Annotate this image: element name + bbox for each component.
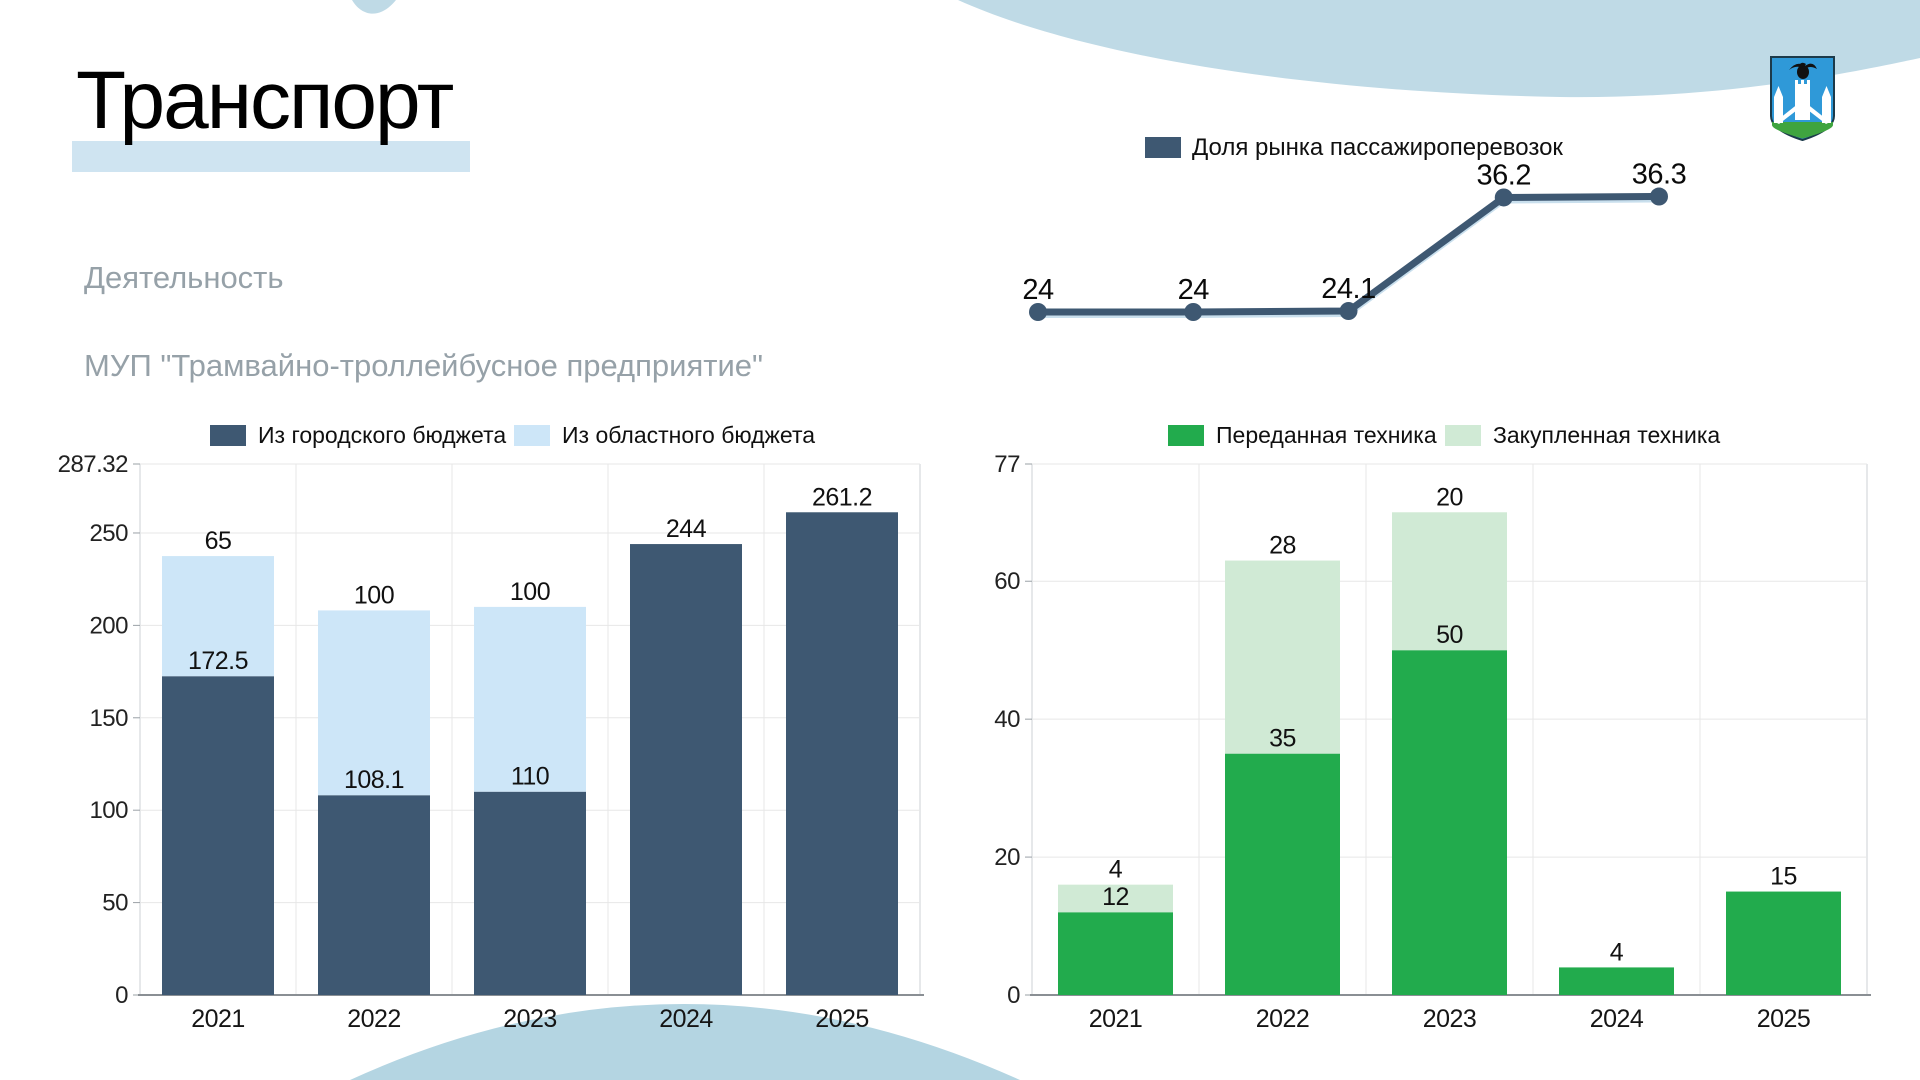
y-tick-label: 250	[89, 520, 128, 547]
data-point	[1184, 303, 1203, 321]
x-category-label: 2022	[1256, 1005, 1310, 1033]
data-point	[1650, 187, 1668, 206]
bar-value-label: 65	[205, 527, 232, 555]
y-tick-label: 100	[89, 797, 128, 824]
x-category-label: 2021	[1089, 1005, 1143, 1033]
point-value-label: 24	[1178, 274, 1210, 306]
x-category-label: 2021	[191, 1005, 245, 1033]
bar-segment	[474, 791, 586, 995]
legend-label: Закупленная техника	[1493, 422, 1720, 448]
point-value-label: 36.2	[1477, 159, 1531, 191]
bar-segment	[1058, 912, 1173, 995]
point-value-label: 24	[1022, 274, 1054, 306]
subtitle-line-2: МУП "Трамвайно-троллейбусное предприятие…	[84, 348, 764, 383]
legend-swatch	[1445, 425, 1481, 446]
page-subtitle: Деятельность МУП "Трамвайно-троллейбусно…	[84, 256, 763, 388]
bar-value-label: 28	[1269, 532, 1296, 560]
x-category-label: 2025	[1757, 1005, 1811, 1033]
bar-segment	[318, 795, 430, 995]
bar-value-label: 4	[1610, 938, 1624, 966]
bar-segment	[1392, 650, 1507, 995]
point-value-label: 24.1	[1321, 273, 1375, 305]
x-category-label: 2024	[1590, 1005, 1644, 1033]
top-right-wave	[958, 0, 1920, 98]
bottom-wave	[350, 1004, 1020, 1080]
bar-segment	[318, 610, 430, 796]
x-category-label: 2023	[503, 1005, 557, 1033]
legend-label: Из областного бюджета	[562, 422, 815, 448]
data-point	[1029, 303, 1047, 321]
data-point	[1494, 188, 1513, 207]
bar-value-label: 35	[1269, 725, 1296, 753]
bar-segment	[1726, 891, 1841, 995]
x-category-label: 2023	[1423, 1005, 1477, 1033]
x-category-label: 2024	[659, 1005, 713, 1033]
y-tick-label: 40	[994, 706, 1020, 733]
bar-segment	[162, 676, 274, 995]
bar-value-label: 50	[1436, 621, 1463, 649]
bar-value-label: 20	[1436, 483, 1463, 511]
data-point	[1339, 302, 1358, 321]
top-left-wave	[352, 0, 396, 14]
subtitle-line-1: Деятельность	[84, 260, 284, 295]
y-tick-label: 287.32	[58, 451, 129, 478]
legend-label: Из городского бюджета	[258, 422, 506, 448]
bar-value-label: 110	[511, 763, 549, 791]
y-tick-label: 20	[994, 844, 1020, 871]
bar-segment	[1058, 884, 1173, 913]
bar-value-label: 261.2	[812, 483, 872, 511]
bar-segment	[630, 544, 742, 995]
y-tick-label: 60	[994, 568, 1020, 595]
page-title: Транспорт	[76, 55, 454, 146]
bar-segment	[1225, 753, 1340, 995]
bar-value-label: 15	[1770, 863, 1797, 891]
y-tick-label: 0	[1007, 982, 1020, 1009]
y-tick-label: 150	[89, 705, 128, 732]
legend-label: Доля рынка пассажироперевозок	[1192, 134, 1563, 161]
y-tick-label: 77	[994, 451, 1020, 478]
bar-segment	[162, 556, 274, 677]
x-category-label: 2025	[815, 1005, 869, 1033]
legend-swatch	[1145, 137, 1181, 158]
bar-segment	[474, 606, 586, 792]
bar-segment	[1392, 512, 1507, 651]
bar-value-label: 100	[510, 578, 550, 606]
title-highlight	[72, 141, 470, 172]
bar-value-label: 244	[666, 515, 707, 543]
y-tick-label: 0	[115, 982, 128, 1009]
legend-swatch	[514, 425, 550, 446]
legend-swatch	[210, 425, 246, 446]
bar-segment	[1225, 560, 1340, 754]
bar-value-label: 108.1	[344, 766, 404, 794]
y-tick-label: 200	[89, 612, 128, 639]
bar-value-label: 100	[354, 581, 394, 609]
point-value-label: 36.3	[1632, 159, 1686, 191]
legend-label: Переданная техника	[1216, 422, 1437, 448]
bar-value-label: 12	[1102, 883, 1129, 911]
oryol-coat-of-arms-icon	[1770, 56, 1835, 141]
y-tick-label: 50	[102, 890, 128, 917]
x-category-label: 2022	[347, 1005, 401, 1033]
bar-segment	[1559, 967, 1674, 995]
bar-value-label: 172.5	[188, 647, 248, 675]
bar-segment	[786, 512, 898, 995]
bar-value-label: 4	[1109, 856, 1123, 884]
legend-swatch	[1168, 425, 1204, 446]
